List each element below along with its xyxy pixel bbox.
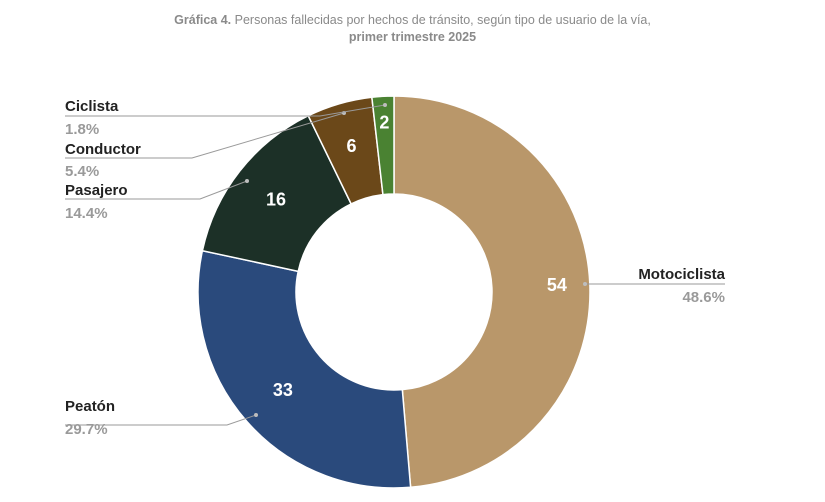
- category-label-motociclista: Motociclista: [638, 266, 725, 283]
- value-label-pasajero: 16: [266, 189, 286, 209]
- chart-title: Gráfica 4. Personas fallecidas por hecho…: [0, 12, 825, 46]
- slice-peaton: [197, 249, 412, 489]
- leader-line-peaton: [65, 414, 257, 426]
- leader-dot-pasajero: [245, 179, 249, 183]
- slice-pasajero: [201, 114, 353, 273]
- category-label-ciclista: Ciclista: [65, 98, 119, 115]
- percent-label-motociclista: 48.6%: [682, 289, 725, 306]
- chart-title-text: Personas fallecidas por hechos de tránsi…: [231, 13, 651, 27]
- percent-label-ciclista: 1.8%: [65, 121, 99, 138]
- category-label-pasajero: Pasajero: [65, 182, 128, 199]
- value-label-motociclista: 54: [547, 275, 567, 295]
- value-label-conductor: 6: [347, 136, 357, 156]
- slice-motociclista: [393, 95, 591, 489]
- leader-dot-motociclista: [583, 282, 587, 286]
- leader-line-ciclista: [65, 104, 386, 117]
- value-label-peaton: 33: [273, 380, 293, 400]
- category-label-conductor: Conductor: [65, 141, 141, 158]
- percent-label-pasajero: 14.4%: [65, 205, 108, 222]
- percent-label-peaton: 29.7%: [65, 421, 108, 438]
- chart-title-prefix: Gráfica 4.: [174, 13, 232, 27]
- leader-dot-peaton: [254, 413, 258, 417]
- category-label-peaton: Peatón: [65, 398, 115, 415]
- slice-ciclista: [371, 95, 395, 196]
- leader-line-pasajero: [65, 180, 248, 200]
- value-label-ciclista: 2: [379, 112, 389, 132]
- leader-line-conductor: [65, 112, 345, 159]
- percent-label-conductor: 5.4%: [65, 163, 99, 180]
- chart-subtitle: primer trimestre 2025: [348, 30, 477, 44]
- leader-dot-ciclista: [383, 103, 387, 107]
